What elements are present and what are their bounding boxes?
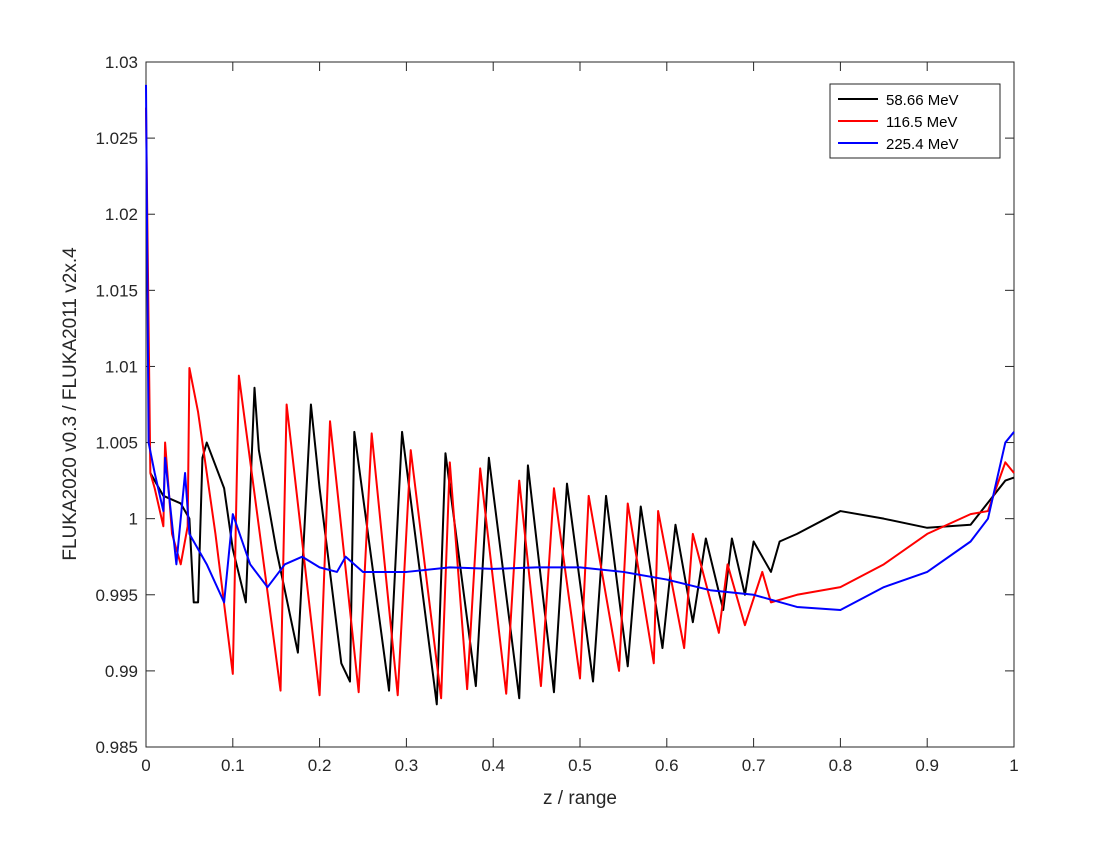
y-tick-label: 0.995 <box>95 586 138 605</box>
x-tick-label: 0.5 <box>568 756 592 775</box>
x-tick-label: 0.7 <box>742 756 766 775</box>
legend-label: 58.66 MeV <box>886 92 959 109</box>
plot-area <box>145 61 1015 748</box>
legend-label: 225.4 MeV <box>886 136 959 153</box>
y-tick-label: 1.03 <box>105 53 138 72</box>
x-tick-label: 0.1 <box>221 756 245 775</box>
legend-label: 116.5 MeV <box>886 114 957 131</box>
data-line <box>145 84 1015 611</box>
y-tick-label: 1.025 <box>95 129 138 148</box>
x-tick-label: 0.4 <box>481 756 505 775</box>
x-tick-label: 0.9 <box>915 756 939 775</box>
y-tick-label: 1.02 <box>105 205 138 224</box>
x-tick-label: 0.6 <box>655 756 679 775</box>
data-line <box>149 386 1015 706</box>
data-line <box>145 107 1015 700</box>
y-tick-label: 1 <box>129 510 138 529</box>
y-tick-label: 1.015 <box>95 281 138 300</box>
x-tick-label: 1 <box>1009 756 1018 775</box>
y-tick-label: 1.01 <box>105 357 138 376</box>
y-axis-label: FLUKA2020 v0.3 / FLUKA2011 v2x.4 <box>60 247 81 561</box>
y-tick-label: 0.99 <box>105 662 138 681</box>
y-tick-label: 0.985 <box>95 738 138 757</box>
x-tick-label: 0 <box>141 756 150 775</box>
x-axis-label: z / range <box>543 788 617 809</box>
x-tick-label: 0.8 <box>829 756 853 775</box>
x-tick-label: 0.2 <box>308 756 332 775</box>
x-tick-label: 0.3 <box>395 756 419 775</box>
y-tick-label: 1.005 <box>95 434 138 453</box>
